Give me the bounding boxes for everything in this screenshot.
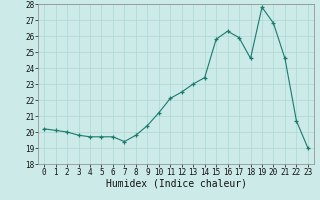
X-axis label: Humidex (Indice chaleur): Humidex (Indice chaleur) <box>106 179 246 189</box>
